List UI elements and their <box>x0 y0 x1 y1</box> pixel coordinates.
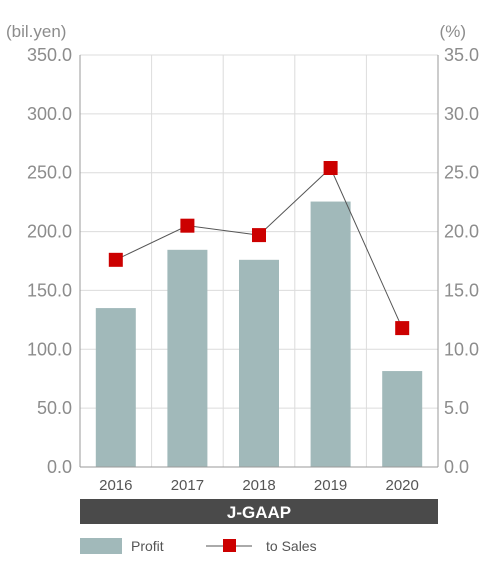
y-left-tick-label: 350.0 <box>27 45 72 65</box>
grid-lines <box>80 54 438 467</box>
gaap-band-bar <box>80 499 438 524</box>
legend: Profit to Sales <box>80 538 317 554</box>
left-axis-unit: (bil.yen) <box>6 22 66 41</box>
point-to-sales <box>180 218 195 233</box>
bars <box>95 201 423 467</box>
ratio-line <box>108 161 410 336</box>
y-left-tick-label: 0.0 <box>47 457 72 477</box>
bar-profit <box>239 259 279 467</box>
x-tick-label: 2020 <box>386 477 419 494</box>
y-right-tick-label: 25.0 <box>444 163 479 183</box>
legend-profit-swatch <box>80 538 122 554</box>
legend-profit-label: Profit <box>131 538 164 554</box>
y-right-tick-label: 30.0 <box>444 104 479 124</box>
axes <box>79 55 439 468</box>
gaap-band-label: J-GAAP <box>227 503 291 522</box>
right-axis-unit: (%) <box>440 22 466 41</box>
point-to-sales <box>395 321 410 336</box>
y-left-tick-label: 250.0 <box>27 163 72 183</box>
y-left-tick-label: 50.0 <box>37 398 72 418</box>
legend-sales-marker <box>223 539 236 552</box>
point-to-sales <box>252 228 266 243</box>
y-left-tick-label: 300.0 <box>27 104 72 124</box>
y-left-tick-label: 150.0 <box>27 280 72 300</box>
x-tick-label: 2019 <box>314 477 347 494</box>
x-tick-label: 2017 <box>171 477 204 494</box>
gaap-band: J-GAAP <box>80 499 438 524</box>
y-right-tick-label: 15.0 <box>444 280 479 300</box>
tick-labels: 0.0 50.0 100.0 150.0 200.0 250.0 300.0 350.0 0.0… <box>27 45 479 494</box>
point-to-sales <box>108 252 123 267</box>
y-right-tick-label: 5.0 <box>444 398 469 418</box>
x-tick-label: 2016 <box>99 477 132 494</box>
legend-sales-label: to Sales <box>266 538 317 554</box>
bar-profit <box>382 371 423 467</box>
point-to-sales <box>323 161 338 176</box>
y-right-tick-label: 20.0 <box>444 222 479 242</box>
bar-profit <box>167 249 208 467</box>
y-right-tick-label: 35.0 <box>444 45 479 65</box>
y-right-tick-label: 0.0 <box>444 457 469 477</box>
y-left-tick-label: 200.0 <box>27 222 72 242</box>
x-tick-label: 2018 <box>242 477 275 494</box>
bar-profit <box>310 201 351 467</box>
y-left-tick-label: 100.0 <box>27 339 72 359</box>
bar-profit <box>95 308 136 467</box>
y-right-tick-label: 10.0 <box>444 339 479 359</box>
